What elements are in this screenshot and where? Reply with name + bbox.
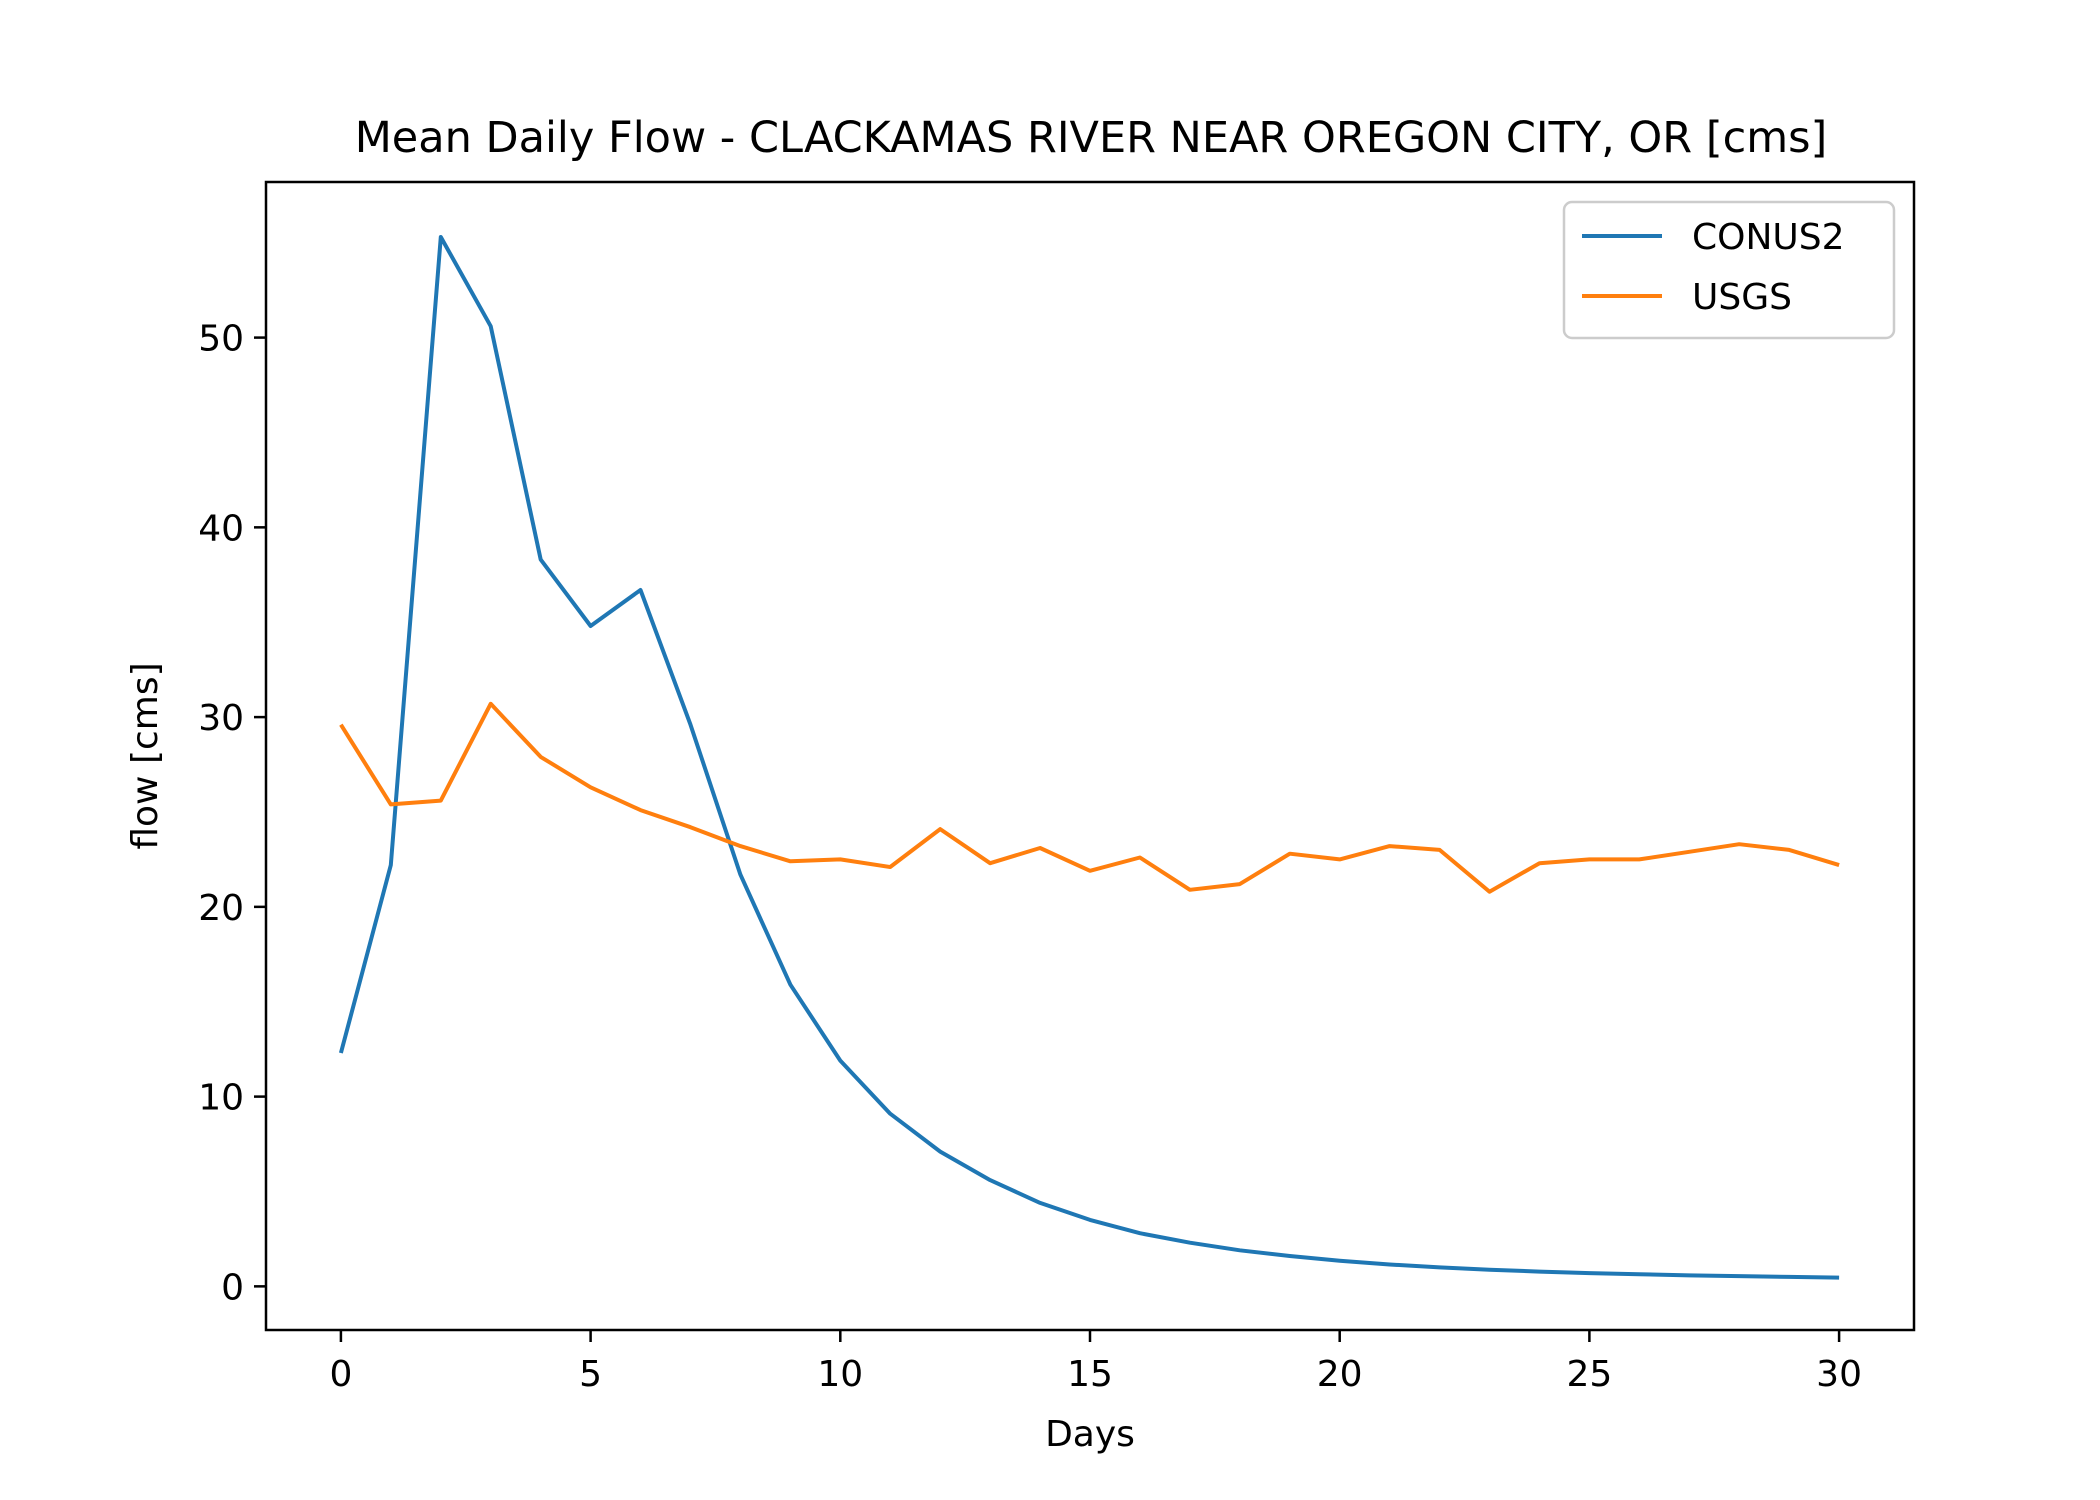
legend-label-conus2: CONUS2	[1692, 217, 1845, 258]
y-axis-label: flow [cms]	[125, 662, 166, 849]
y-tick-label: 20	[198, 888, 244, 929]
y-tick-label: 50	[198, 319, 244, 360]
series-line-usgs	[339, 701, 1840, 894]
x-tick-label: 10	[817, 1354, 863, 1395]
legend: CONUS2 USGS	[1562, 200, 1896, 340]
x-tick-label: 15	[1067, 1354, 1113, 1395]
x-axis: 0 5 10 15 20 25 30	[329, 1330, 1862, 1395]
x-tick-label: 30	[1816, 1354, 1862, 1395]
series-line-conus2	[338, 235, 1840, 1280]
y-axis: 0 10 20 30 40 50	[198, 319, 266, 1308]
x-tick-label: 20	[1317, 1354, 1363, 1395]
y-tick-label: 0	[221, 1267, 244, 1308]
x-axis-label: Days	[1045, 1414, 1135, 1455]
legend-label-usgs: USGS	[1692, 277, 1792, 318]
chart-title: Mean Daily Flow - CLACKAMAS RIVER NEAR O…	[355, 113, 1828, 163]
x-tick-label: 5	[579, 1354, 602, 1395]
y-tick-label: 30	[198, 698, 244, 739]
y-tick-label: 10	[198, 1078, 244, 1119]
series-layer	[338, 235, 1840, 1280]
x-tick-label: 0	[329, 1354, 352, 1395]
x-tick-label: 25	[1566, 1354, 1612, 1395]
y-tick-label: 40	[198, 508, 244, 549]
